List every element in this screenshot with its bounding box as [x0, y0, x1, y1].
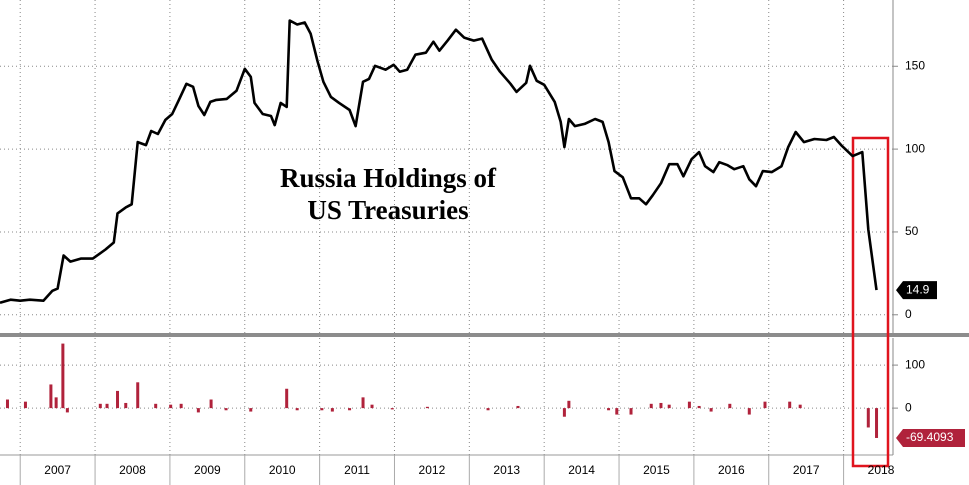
chart-title: Russia Holdings of	[280, 163, 497, 193]
bar	[98, 403, 102, 409]
x-tick-label: 2015	[643, 463, 670, 477]
bar	[866, 408, 870, 428]
bar	[196, 408, 200, 413]
bar	[516, 405, 520, 409]
bar	[224, 408, 228, 411]
last-value-tag	[896, 281, 937, 300]
bar	[154, 403, 158, 409]
bar	[875, 408, 879, 438]
bar	[697, 405, 701, 409]
bar	[320, 408, 324, 411]
bar	[285, 388, 289, 409]
bar	[361, 397, 365, 409]
x-tick-label: 2012	[419, 463, 446, 477]
highlight-box	[851, 136, 890, 468]
bar	[124, 402, 128, 409]
bar	[179, 403, 183, 409]
bar	[169, 404, 173, 409]
bar	[788, 401, 792, 409]
bar	[136, 382, 140, 409]
bar	[105, 403, 109, 409]
last-value-tag	[896, 428, 965, 447]
bar	[567, 400, 571, 409]
x-tick-label: 2017	[793, 463, 820, 477]
bar	[659, 402, 663, 409]
y-tick-label: 0	[905, 400, 912, 414]
line	[0, 19, 878, 304]
y-tick-label: 100	[905, 357, 925, 371]
bar	[763, 401, 767, 409]
bar	[687, 401, 691, 409]
bar	[54, 397, 58, 409]
x-tick-label: 2010	[269, 463, 296, 477]
bar	[249, 408, 253, 412]
bar	[209, 399, 213, 409]
chart-title: US Treasuries	[307, 195, 468, 225]
bar	[615, 408, 619, 415]
bar	[425, 406, 429, 409]
bar	[486, 408, 490, 411]
bar	[709, 408, 713, 412]
x-tick-label: 2014	[568, 463, 595, 477]
bar	[330, 408, 334, 412]
y-tick-label: 100	[905, 141, 925, 155]
bar	[747, 408, 751, 415]
bar	[798, 404, 802, 409]
bar	[562, 408, 566, 417]
x-tick-label: 2011	[344, 463, 370, 477]
bar	[295, 408, 299, 411]
x-tick-label: 2018	[868, 463, 895, 477]
last-value-label: 14.9	[906, 282, 930, 296]
y-tick-label: 0	[905, 307, 912, 321]
bar	[5, 399, 9, 409]
x-tick-label: 2016	[718, 463, 745, 477]
bar	[390, 408, 394, 410]
bar	[61, 343, 65, 409]
bar	[49, 384, 53, 409]
x-tick-label: 2008	[119, 463, 146, 477]
bar	[667, 404, 671, 409]
bar	[370, 404, 374, 409]
bar	[348, 408, 352, 411]
x-tick-label: 2007	[44, 463, 71, 477]
bar	[649, 403, 653, 409]
y-tick-label: 50	[905, 224, 919, 238]
last-value-label: -69.4093	[906, 430, 954, 444]
bar	[607, 408, 611, 411]
bar	[23, 401, 27, 409]
bar	[65, 408, 69, 413]
x-tick-label: 2009	[194, 463, 221, 477]
bar	[629, 408, 633, 415]
bar	[728, 403, 732, 409]
bar	[116, 390, 120, 409]
x-tick-label: 2013	[493, 463, 520, 477]
y-tick-label: 150	[905, 58, 925, 72]
panel-divider	[0, 333, 969, 337]
